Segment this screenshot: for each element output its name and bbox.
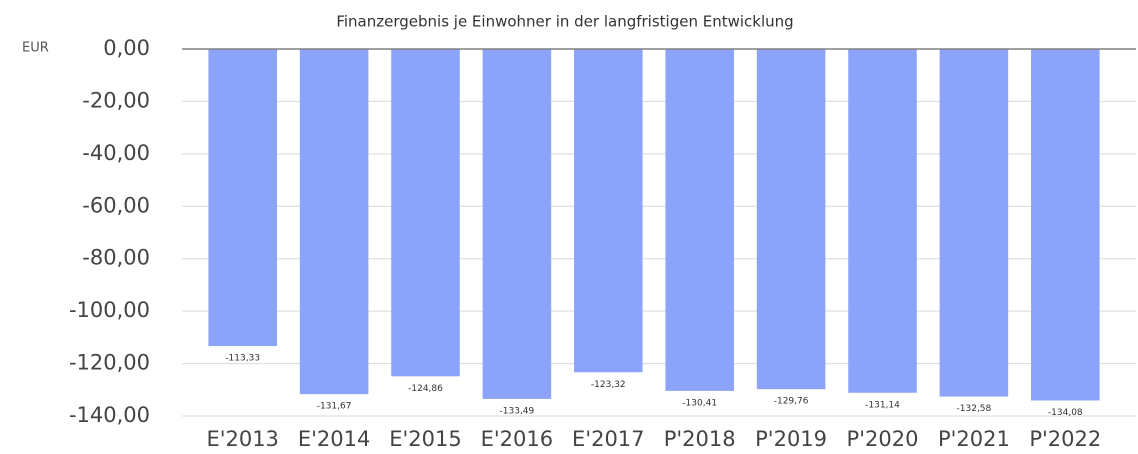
- bar: [939, 49, 1009, 397]
- value-label: -132,58: [957, 404, 992, 414]
- x-tick-label: P'2020: [847, 427, 919, 451]
- value-label: -133,49: [500, 406, 535, 416]
- x-tick-label: E'2017: [572, 427, 645, 451]
- x-tick-label: P'2022: [1029, 427, 1101, 451]
- y-tick-label: -140,00: [69, 403, 150, 427]
- bar: [208, 49, 277, 347]
- value-label: -131,14: [865, 400, 900, 410]
- x-tick-label: P'2019: [755, 427, 827, 451]
- bar: [756, 49, 826, 390]
- value-label: -131,67: [317, 402, 352, 412]
- value-label: -124,86: [408, 384, 443, 394]
- bar: [665, 49, 734, 391]
- value-label: -113,33: [225, 354, 260, 364]
- y-tick-label: -40,00: [82, 141, 150, 165]
- bar: [299, 49, 369, 395]
- y-axis-label: EUR: [22, 41, 49, 56]
- value-label: -123,32: [591, 380, 626, 390]
- y-tick-label: -80,00: [82, 246, 150, 270]
- value-label: -134,08: [1048, 408, 1083, 418]
- bar: [848, 49, 917, 393]
- x-tick-label: E'2014: [298, 427, 371, 451]
- y-tick-label: -120,00: [69, 351, 150, 375]
- bar: [574, 49, 643, 373]
- y-tick-label: -100,00: [69, 298, 150, 322]
- x-tick-label: P'2021: [938, 427, 1010, 451]
- value-label: -130,41: [682, 398, 717, 408]
- chart-title: Finanzergebnis je Einwohner in der langf…: [336, 13, 793, 31]
- bar: [1031, 49, 1100, 401]
- x-tick-label: E'2015: [389, 427, 462, 451]
- bar: [482, 49, 552, 399]
- bar: [391, 49, 460, 377]
- x-tick-label: E'2013: [206, 427, 279, 451]
- y-tick-label: -20,00: [82, 88, 150, 112]
- x-tick-label: E'2016: [481, 427, 554, 451]
- y-tick-label: 0,00: [103, 36, 150, 60]
- x-tick-label: P'2018: [664, 427, 736, 451]
- value-label: -129,76: [774, 397, 809, 407]
- y-tick-label: -60,00: [82, 193, 150, 217]
